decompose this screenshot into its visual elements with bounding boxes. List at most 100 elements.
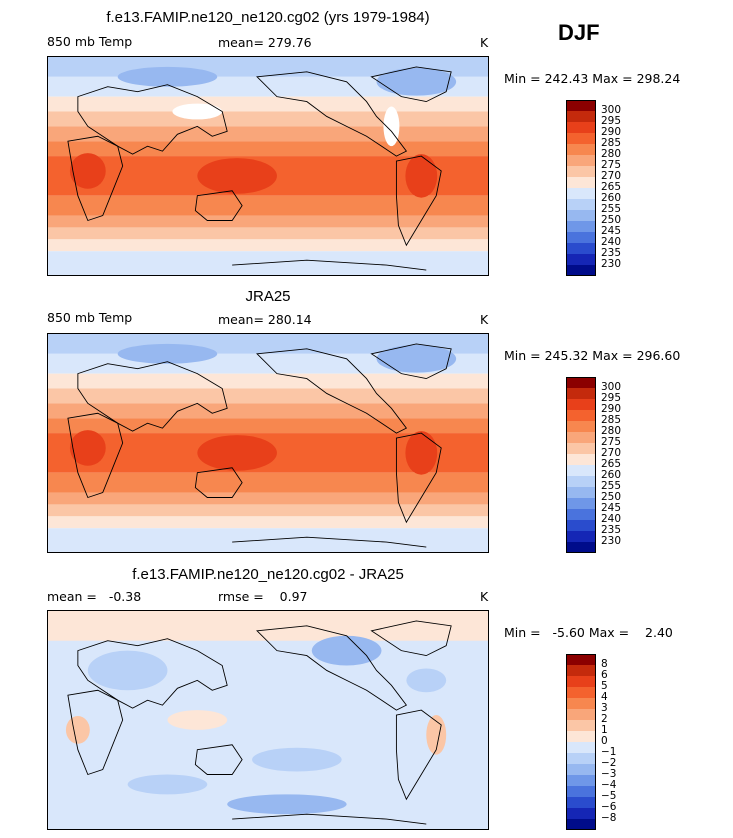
colorbar-tick-label: 240 — [601, 236, 622, 248]
colorbar-tick-label: 265 — [601, 458, 622, 470]
colorbar-tick-label: 285 — [601, 137, 622, 149]
colorbar-tick-label: −4 — [601, 779, 617, 791]
colorbar-tick-label: 230 — [601, 535, 622, 547]
colorbar-tick-label: 6 — [601, 669, 608, 681]
colorbar-tick-label: 280 — [601, 425, 622, 437]
panel3-unit-label: K — [480, 589, 489, 604]
colorbar-swatch — [566, 797, 596, 808]
colorbar-swatch — [566, 254, 596, 265]
colorbar-tick-label: −8 — [601, 812, 617, 824]
colorbar-swatch — [566, 786, 596, 797]
panel1-map — [47, 56, 489, 276]
colorbar-swatch — [566, 399, 596, 410]
colorbar-tick-label: 290 — [601, 403, 622, 415]
colorbar-swatch — [566, 377, 596, 388]
colorbar-swatch — [566, 465, 596, 476]
colorbar-swatch — [566, 753, 596, 764]
colorbar-tick-label: 300 — [601, 381, 622, 393]
colorbar-swatch — [566, 144, 596, 155]
colorbar-swatch — [566, 775, 596, 786]
colorbar-tick-label: 300 — [601, 104, 622, 116]
colorbar-swatch — [566, 232, 596, 243]
colorbar-swatch — [566, 509, 596, 520]
panel2-title: JRA25 — [245, 288, 291, 305]
colorbar-tick-label: 270 — [601, 170, 622, 182]
colorbar-tick-label: 0 — [601, 735, 608, 747]
colorbar-swatch — [566, 476, 596, 487]
colorbar-swatch — [566, 709, 596, 720]
colorbar-swatch — [566, 188, 596, 199]
colorbar-tick-label: 8 — [601, 658, 608, 670]
colorbar-swatch — [566, 432, 596, 443]
colorbar-tick-label: 2 — [601, 713, 608, 725]
season-label: DJF — [558, 20, 600, 45]
colorbar-tick-label: 275 — [601, 159, 622, 171]
colorbar-swatch — [566, 243, 596, 254]
colorbar-swatch — [566, 542, 596, 553]
colorbar-tick-label: 255 — [601, 203, 622, 215]
colorbar-tick-label: 250 — [601, 214, 622, 226]
panel2-unit-label: K — [480, 312, 489, 327]
colorbar-swatch — [566, 808, 596, 819]
colorbar-swatch — [566, 764, 596, 775]
panel1-map-svg — [48, 57, 488, 275]
panel3-map-svg — [48, 611, 488, 829]
colorbar-swatch — [566, 731, 596, 742]
colorbar-swatch — [566, 111, 596, 122]
colorbar-swatch — [566, 199, 596, 210]
colorbar-swatch — [566, 443, 596, 454]
colorbar-swatch — [566, 520, 596, 531]
panel2-variable-label: 850 mb Temp — [47, 310, 133, 325]
colorbar-swatch — [566, 421, 596, 432]
panel2-mean-label: mean= 280.14 — [218, 312, 312, 327]
colorbar-tick-label: 290 — [601, 126, 622, 138]
colorbar-tick-label: −6 — [601, 801, 617, 813]
colorbar-tick-label: 260 — [601, 469, 622, 481]
panel1-title: f.e13.FAMIP.ne120_ne120.cg02 (yrs 1979-1… — [106, 9, 430, 26]
colorbar-tick-label: 275 — [601, 436, 622, 448]
panel3-rmse-label: rmse = 0.97 — [218, 589, 308, 604]
colorbar-tick-label: 4 — [601, 691, 608, 703]
panel1-variable-label: 850 mb Temp — [47, 34, 133, 49]
colorbar-swatch — [566, 676, 596, 687]
colorbar-tick-label: 3 — [601, 702, 608, 714]
colorbar-swatch — [566, 654, 596, 665]
colorbar-tick-label: 245 — [601, 225, 622, 237]
colorbar-swatch — [566, 221, 596, 232]
colorbar-swatch — [566, 819, 596, 830]
colorbar-swatch — [566, 454, 596, 465]
colorbar-tick-label: 240 — [601, 513, 622, 525]
colorbar-tick-label: −2 — [601, 757, 617, 769]
colorbar-tick-label: 270 — [601, 447, 622, 459]
panel1-minmax: Min = 242.43 Max = 298.24 — [504, 71, 681, 86]
colorbar-swatch — [566, 265, 596, 276]
colorbar-tick-label: 235 — [601, 247, 622, 259]
colorbar-tick-label: 235 — [601, 524, 622, 536]
panel1-mean-label: mean= 279.76 — [218, 35, 312, 50]
colorbar-tick-label: 230 — [601, 258, 622, 270]
colorbar-tick-label: −1 — [601, 746, 617, 758]
colorbar-tick-label: 260 — [601, 192, 622, 204]
panel3-mean-label: mean = -0.38 — [47, 589, 142, 604]
colorbar-swatch — [566, 487, 596, 498]
colorbar-tick-label: 265 — [601, 181, 622, 193]
colorbar-tick-label: 1 — [601, 724, 608, 736]
panel1-unit-label: K — [480, 35, 489, 50]
panel2-minmax: Min = 245.32 Max = 296.60 — [504, 348, 681, 363]
colorbar-swatch — [566, 155, 596, 166]
colorbar-swatch — [566, 498, 596, 509]
colorbar-swatch — [566, 388, 596, 399]
colorbar-swatch — [566, 100, 596, 111]
colorbar-swatch — [566, 531, 596, 542]
panel3-map — [47, 610, 489, 830]
colorbar-tick-label: 295 — [601, 392, 622, 404]
colorbar-swatch — [566, 166, 596, 177]
colorbar-tick-label: 5 — [601, 680, 608, 692]
colorbar-swatch — [566, 210, 596, 221]
colorbar-swatch — [566, 720, 596, 731]
colorbar-tick-label: −5 — [601, 790, 617, 802]
colorbar-tick-label: 280 — [601, 148, 622, 160]
colorbar-swatch — [566, 687, 596, 698]
colorbar-swatch — [566, 742, 596, 753]
colorbar-tick-label: −3 — [601, 768, 617, 780]
